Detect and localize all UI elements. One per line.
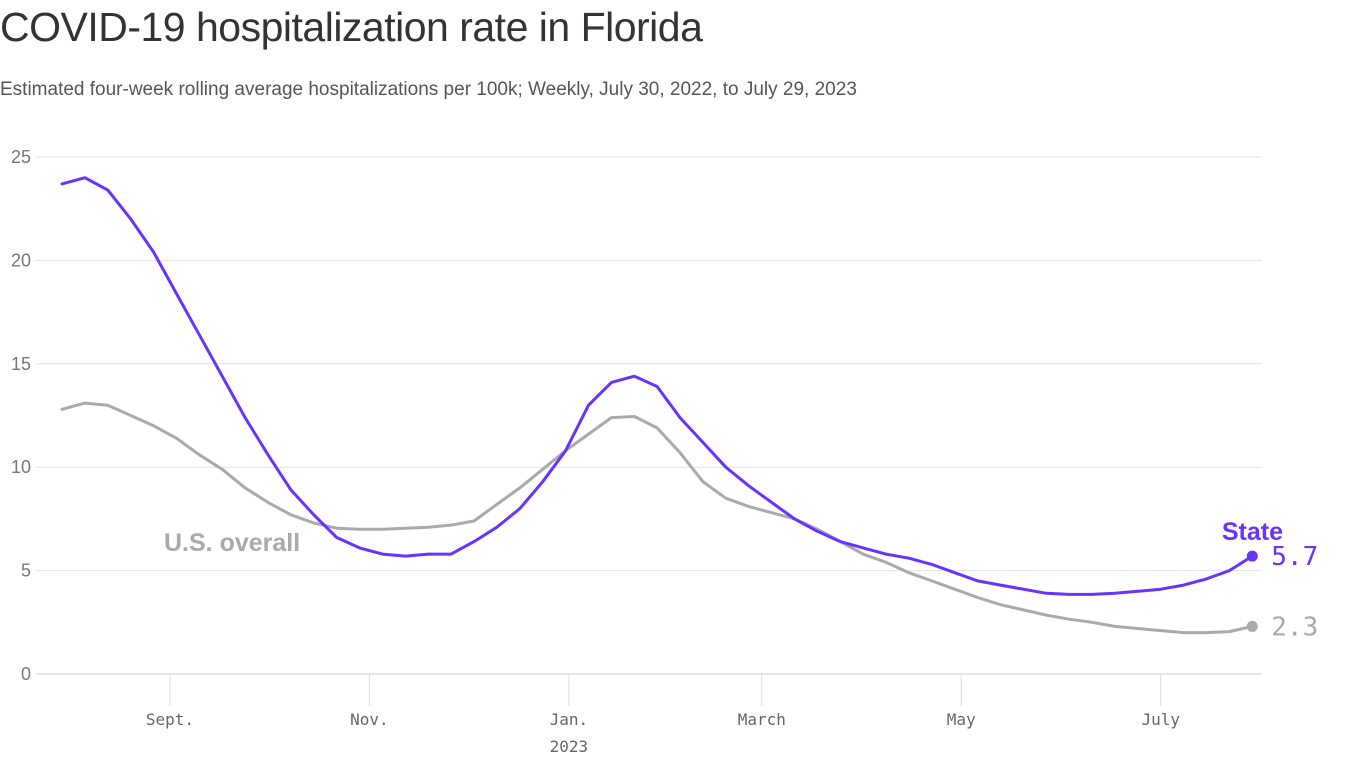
series-end-value: 2.3 xyxy=(1271,612,1318,642)
y-tick-label: 25 xyxy=(11,147,31,167)
y-tick-label: 15 xyxy=(11,354,31,374)
x-tick-sublabel: 2023 xyxy=(550,737,589,756)
x-tick-label: Nov. xyxy=(350,710,389,729)
series-line-us xyxy=(60,401,1254,635)
series-end-value: 5.7 xyxy=(1271,542,1318,572)
y-tick-label: 0 xyxy=(21,664,31,684)
series-label-us: U.S. overall xyxy=(164,529,300,557)
y-tick-label: 5 xyxy=(21,561,31,581)
x-tick-label: July xyxy=(1141,710,1180,729)
x-tick-label: May xyxy=(947,710,976,729)
chart-title: COVID-19 hospitalization rate in Florida xyxy=(0,4,703,50)
y-tick-label: 20 xyxy=(11,250,31,270)
series-label-state: State xyxy=(1222,518,1283,546)
chart-subtitle: Estimated four-week rolling average hosp… xyxy=(0,79,857,100)
series-end-point xyxy=(1246,550,1258,562)
series-end-point xyxy=(1246,620,1258,632)
x-axis-ticks: Sept. Nov. Jan. 2023 March May July xyxy=(146,674,1180,756)
series-lines xyxy=(60,176,1258,635)
x-tick-label: March xyxy=(738,710,786,729)
x-tick-label: Jan. xyxy=(550,710,589,729)
x-tick-label: Sept. xyxy=(146,710,194,729)
y-tick-label: 10 xyxy=(11,457,31,477)
series-line-state xyxy=(60,176,1254,596)
gridlines xyxy=(36,156,1262,675)
y-axis-ticks: 0 5 10 15 20 25 xyxy=(11,147,31,684)
